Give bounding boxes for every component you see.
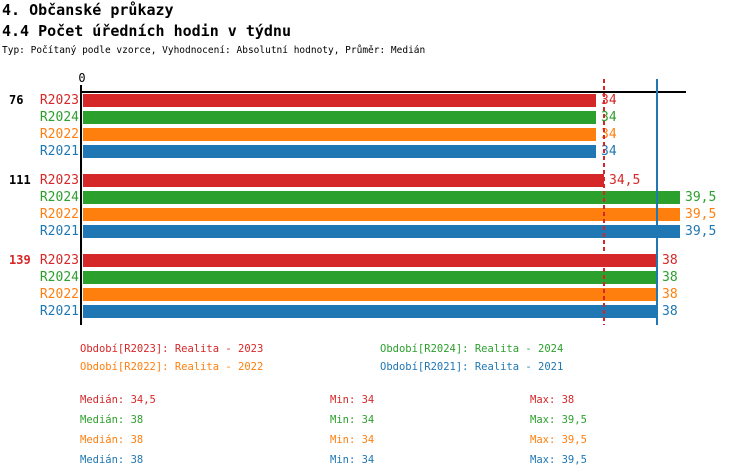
bar-r2024-group-111 (83, 191, 680, 204)
stat-max-r2022: Max: 39,5 (530, 434, 587, 446)
bar-year-label-r2022: R2022 (39, 287, 79, 302)
legend-item-r2021: Období[R2021]: Realita - 2021 (380, 361, 564, 373)
bar-year-label-r2021: R2021 (39, 224, 79, 239)
bar-year-label-r2024: R2024 (39, 110, 79, 125)
group-label-111: 111 (9, 173, 31, 187)
bar-year-label-r2022: R2022 (39, 127, 79, 142)
bar-r2024-group-139 (83, 271, 657, 284)
stat-max-r2024: Max: 39,5 (530, 414, 587, 426)
bar-r2022-group-139 (83, 288, 657, 301)
chart-area: 0 76 R2023 34 R2024 34 R2022 34 R2021 34 111 R2023… (0, 60, 750, 332)
page-subtitle: 4.4 Počet úředních hodin v týdnu (2, 22, 291, 40)
x-axis-line (81, 91, 686, 93)
bar-value-label: 34 (601, 144, 617, 159)
bar-value-label: 38 (662, 287, 678, 302)
bar-value-label: 39,5 (685, 190, 717, 205)
stat-min-r2023: Min: 34 (330, 394, 375, 406)
median-reference-line-r2023 (603, 79, 605, 325)
bar-r2024-group-76 (83, 111, 596, 124)
bar-value-label: 38 (662, 253, 678, 268)
page-title: 4. Občanské průkazy (2, 1, 174, 19)
bar-value-label: 39,5 (685, 207, 717, 222)
stat-max-r2021: Max: 39,5 (530, 454, 587, 466)
bar-value-label: 34 (601, 93, 617, 108)
bar-year-label-r2024: R2024 (39, 190, 79, 205)
bar-r2023-group-111 (83, 174, 604, 187)
group-label-139: 139 (9, 253, 31, 267)
chart-meta-info: Typ: Počítaný podle vzorce, Vyhodnocení:… (2, 45, 426, 56)
stat-max-r2023: Max: 38 (530, 394, 575, 406)
bar-year-label-r2021: R2021 (39, 144, 79, 159)
bar-year-label-r2022: R2022 (39, 207, 79, 222)
bar-value-label: 34,5 (609, 173, 641, 188)
stat-min-r2022: Min: 34 (330, 434, 375, 446)
bar-r2022-group-111 (83, 208, 680, 221)
bar-r2021-group-139 (83, 305, 657, 318)
bar-value-label: 34 (601, 110, 617, 125)
bar-value-label: 34 (601, 127, 617, 142)
legend-item-r2024: Období[R2024]: Realita - 2024 (380, 343, 564, 355)
stat-median-r2023: Medián: 34,5 (80, 394, 156, 406)
bar-value-label: 38 (662, 304, 678, 319)
stat-median-r2024: Medián: 38 (80, 414, 144, 426)
bar-year-label-r2024: R2024 (39, 270, 79, 285)
legend-item-r2022: Období[R2022]: Realita - 2022 (80, 361, 264, 373)
bar-year-label-r2023: R2023 (39, 253, 79, 268)
bar-r2021-group-76 (83, 145, 596, 158)
stat-min-r2024: Min: 34 (330, 414, 375, 426)
stat-min-r2021: Min: 34 (330, 454, 375, 466)
bar-value-label: 38 (662, 270, 678, 285)
stat-median-r2022: Medián: 38 (80, 434, 144, 446)
median-reference-line-r2021 (656, 79, 658, 325)
bar-r2021-group-111 (83, 225, 680, 238)
x-axis-zero-label: 0 (78, 71, 86, 85)
bar-r2023-group-76 (83, 94, 596, 107)
legend-item-r2023: Období[R2023]: Realita - 2023 (80, 343, 264, 355)
bar-year-label-r2023: R2023 (39, 93, 79, 108)
bar-r2022-group-76 (83, 128, 596, 141)
stat-median-r2021: Medián: 38 (80, 454, 144, 466)
bar-value-label: 39,5 (685, 224, 717, 239)
bar-year-label-r2023: R2023 (39, 173, 79, 188)
group-label-76: 76 (9, 93, 24, 107)
bar-r2023-group-139 (83, 254, 657, 267)
bar-year-label-r2021: R2021 (39, 304, 79, 319)
y-axis-line (80, 85, 82, 325)
